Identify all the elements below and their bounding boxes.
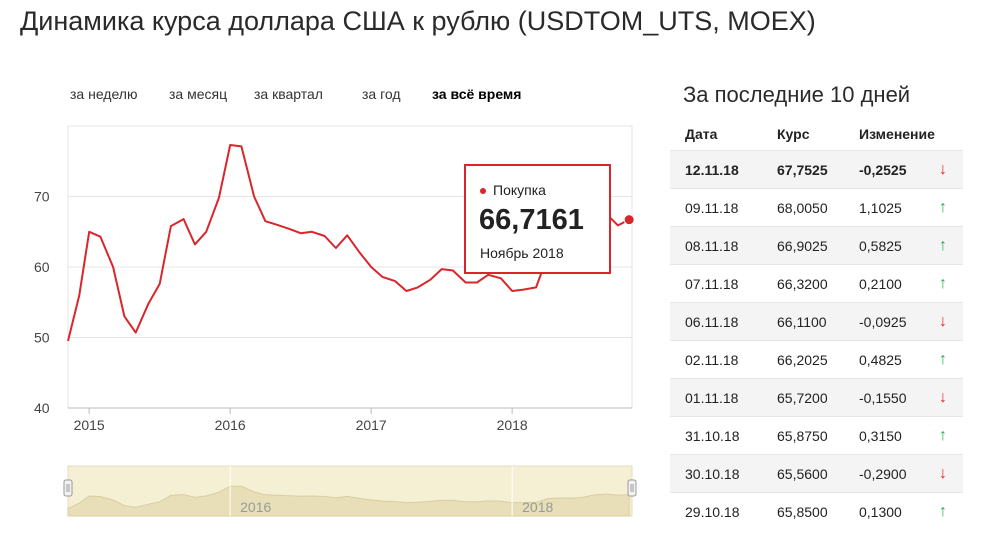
- page-title: Динамика курса доллара США к рублю (USDT…: [20, 6, 816, 36]
- row-date: 29.10.18: [670, 492, 777, 530]
- table-row: 31.10.18 65,8750 0,3150 ↑: [670, 416, 963, 455]
- row-rate: 65,8750: [777, 416, 859, 455]
- tab-quarter[interactable]: за квартал: [254, 86, 323, 102]
- row-date: 12.11.18: [670, 150, 777, 189]
- table-header-row: Дата Курс Изменение: [670, 118, 963, 151]
- series-dot-icon: [480, 188, 486, 195]
- navigator-area: [67, 485, 630, 517]
- arrow-up-icon: ↑: [939, 188, 963, 227]
- rate-line-chart[interactable]: 40 50 60 70 2015 2016 2017 2018: [0, 110, 660, 440]
- row-rate: 66,9025: [777, 226, 859, 265]
- column-header-rate: Курс: [777, 126, 810, 142]
- tooltip-date: Ноябрь 2018: [480, 245, 564, 261]
- row-change: -0,1550: [859, 378, 939, 417]
- table-row: 09.11.18 68,0050 1,1025 ↑: [670, 188, 963, 227]
- x-tick-label: 2017: [356, 417, 387, 433]
- x-tick-label: 2018: [497, 417, 528, 433]
- tooltip-value: 66,7161: [479, 204, 584, 236]
- row-rate: 65,8500: [777, 492, 859, 530]
- row-date: 08.11.18: [670, 226, 777, 265]
- x-tick-label: 2016: [215, 417, 246, 433]
- row-rate: 66,1100: [777, 302, 859, 341]
- row-date: 06.11.18: [670, 302, 777, 341]
- tab-month[interactable]: за месяц: [169, 86, 228, 102]
- column-header-change: Изменение: [859, 126, 935, 142]
- table-row: 01.11.18 65,7200 -0,1550 ↓: [670, 378, 963, 417]
- row-rate: 65,5600: [777, 454, 859, 493]
- tooltip-series-label: Покупка: [493, 182, 546, 198]
- navigator-handle-left[interactable]: [63, 479, 73, 497]
- row-change: -0,2525: [859, 150, 939, 189]
- row-change: 1,1025: [859, 188, 939, 227]
- x-tick-label: 2015: [74, 417, 105, 433]
- row-change: 0,4825: [859, 340, 939, 379]
- row-change: 0,1300: [859, 492, 939, 530]
- row-date: 07.11.18: [670, 264, 777, 303]
- tab-year[interactable]: за год: [362, 86, 401, 102]
- arrow-down-icon: ↓: [939, 454, 963, 493]
- arrow-down-icon: ↓: [939, 150, 963, 189]
- arrow-up-icon: ↑: [939, 492, 963, 530]
- highlight-point: [623, 214, 635, 226]
- arrow-up-icon: ↑: [939, 264, 963, 303]
- row-rate: 66,3200: [777, 264, 859, 303]
- arrow-up-icon: ↑: [939, 340, 963, 379]
- table-row: 06.11.18 66,1100 -0,0925 ↓: [670, 302, 963, 341]
- row-change: -0,2900: [859, 454, 939, 493]
- tooltip-series: Покупка: [480, 182, 546, 198]
- tab-all-time[interactable]: за всё время: [432, 86, 522, 102]
- arrow-down-icon: ↓: [939, 302, 963, 341]
- y-tick-label: 40: [34, 400, 50, 416]
- row-date: 30.10.18: [670, 454, 777, 493]
- range-navigator[interactable]: 2016 2018: [0, 455, 660, 525]
- arrow-down-icon: ↓: [939, 378, 963, 417]
- arrow-up-icon: ↑: [939, 226, 963, 265]
- table-row: 08.11.18 66,9025 0,5825 ↑: [670, 226, 963, 265]
- rates-table: Дата Курс Изменение 12.11.18 67,7525 -0,25…: [670, 118, 963, 530]
- row-rate: 65,7200: [777, 378, 859, 417]
- side-title: За последние 10 дней: [683, 82, 911, 107]
- table-row: 29.10.18 65,8500 0,1300 ↑: [670, 492, 963, 530]
- table-row: 12.11.18 67,7525 -0,2525 ↓: [670, 150, 963, 189]
- row-change: 0,2100: [859, 264, 939, 303]
- row-rate: 67,7525: [777, 150, 859, 189]
- y-tick-label: 70: [34, 189, 50, 205]
- y-tick-label: 60: [34, 259, 50, 275]
- row-rate: 68,0050: [777, 188, 859, 227]
- tab-week[interactable]: за неделю: [70, 86, 138, 102]
- row-date: 09.11.18: [670, 188, 777, 227]
- row-date: 01.11.18: [670, 378, 777, 417]
- series-line-purchase: [67, 144, 630, 342]
- navigator-label: 2016: [240, 499, 271, 515]
- navigator-label: 2018: [522, 499, 553, 515]
- row-change: 0,3150: [859, 416, 939, 455]
- row-change: -0,0925: [859, 302, 939, 341]
- row-rate: 66,2025: [777, 340, 859, 379]
- row-date: 02.11.18: [670, 340, 777, 379]
- row-date: 31.10.18: [670, 416, 777, 455]
- table-row: 07.11.18 66,3200 0,2100 ↑: [670, 264, 963, 303]
- y-tick-label: 50: [34, 330, 50, 346]
- column-header-date: Дата: [685, 126, 718, 142]
- arrow-up-icon: ↑: [939, 416, 963, 455]
- navigator-handle-right[interactable]: [627, 479, 637, 497]
- table-row: 02.11.18 66,2025 0,4825 ↑: [670, 340, 963, 379]
- table-row: 30.10.18 65,5600 -0,2900 ↓: [670, 454, 963, 493]
- chart-tooltip: Покупка 66,7161 Ноябрь 2018: [464, 164, 611, 274]
- row-change: 0,5825: [859, 226, 939, 265]
